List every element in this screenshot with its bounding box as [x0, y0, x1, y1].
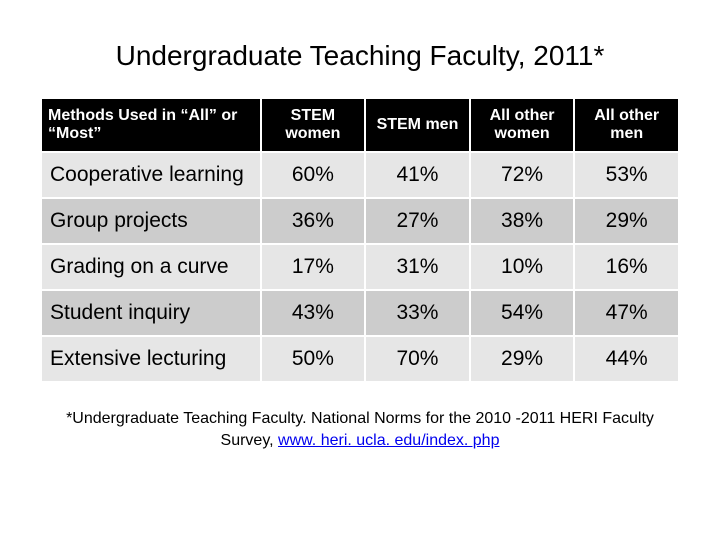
header-stem-men: STEM men [365, 98, 470, 152]
data-table: Methods Used in “All” or “Most” STEM wom… [40, 97, 680, 383]
cell-value: 17% [261, 244, 366, 290]
cell-value: 31% [365, 244, 470, 290]
page-title: Undergraduate Teaching Faculty, 2011* [40, 40, 680, 72]
cell-value: 47% [574, 290, 679, 336]
row-label: Extensive lecturing [41, 336, 261, 382]
cell-value: 33% [365, 290, 470, 336]
header-other-men: All other men [574, 98, 679, 152]
footnote-link[interactable]: www. heri. ucla. edu/index. php [278, 432, 499, 449]
row-label: Student inquiry [41, 290, 261, 336]
cell-value: 29% [470, 336, 575, 382]
table-row: Group projects 36% 27% 38% 29% [41, 198, 679, 244]
cell-value: 16% [574, 244, 679, 290]
table-row: Grading on a curve 17% 31% 10% 16% [41, 244, 679, 290]
cell-value: 10% [470, 244, 575, 290]
cell-value: 72% [470, 152, 575, 198]
header-methods: Methods Used in “All” or “Most” [41, 98, 261, 152]
cell-value: 44% [574, 336, 679, 382]
cell-value: 41% [365, 152, 470, 198]
cell-value: 50% [261, 336, 366, 382]
footnote: *Undergraduate Teaching Faculty. Nationa… [40, 408, 680, 451]
cell-value: 70% [365, 336, 470, 382]
cell-value: 29% [574, 198, 679, 244]
cell-value: 36% [261, 198, 366, 244]
header-other-women: All other women [470, 98, 575, 152]
row-label: Group projects [41, 198, 261, 244]
cell-value: 27% [365, 198, 470, 244]
cell-value: 53% [574, 152, 679, 198]
cell-value: 43% [261, 290, 366, 336]
header-stem-women: STEM women [261, 98, 366, 152]
row-label: Grading on a curve [41, 244, 261, 290]
table-row: Cooperative learning 60% 41% 72% 53% [41, 152, 679, 198]
cell-value: 38% [470, 198, 575, 244]
row-label: Cooperative learning [41, 152, 261, 198]
cell-value: 54% [470, 290, 575, 336]
table-row: Extensive lecturing 50% 70% 29% 44% [41, 336, 679, 382]
table-header-row: Methods Used in “All” or “Most” STEM wom… [41, 98, 679, 152]
slide-container: Undergraduate Teaching Faculty, 2011* Me… [0, 0, 720, 471]
cell-value: 60% [261, 152, 366, 198]
table-row: Student inquiry 43% 33% 54% 47% [41, 290, 679, 336]
